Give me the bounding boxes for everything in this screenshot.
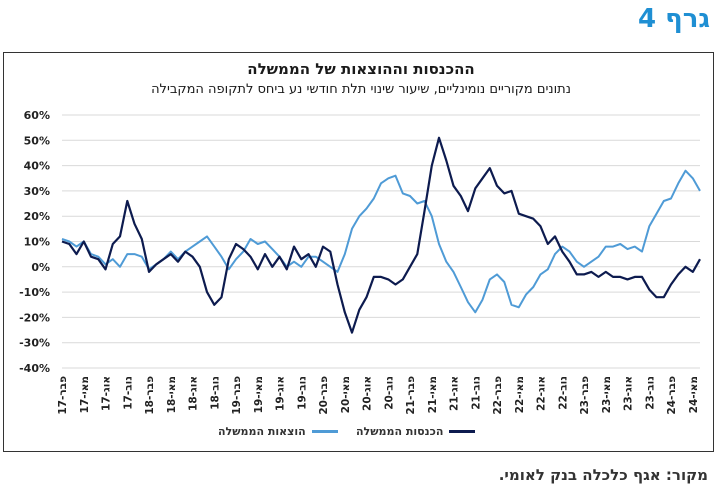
x-tick-label: נוב-21 (470, 376, 482, 410)
y-tick-label: 20% (24, 210, 50, 223)
legend-item-expenses: הוצאות הממשלה (218, 425, 338, 438)
legend-label-expenses: הוצאות הממשלה (218, 425, 306, 438)
x-tick-label: פבר-24 (666, 376, 678, 415)
series-line-revenue (61, 136, 701, 334)
x-tick-label: מאי-18 (166, 376, 178, 413)
x-tick-label: נוב-19 (296, 376, 308, 410)
x-tick-label: מאי-21 (427, 376, 439, 413)
x-tick-label: אוג-20 (362, 376, 374, 411)
x-tick-label: מאי-20 (340, 376, 352, 413)
x-tick-label: מאי-22 (514, 376, 526, 413)
legend-label-revenue: הכנסות הממשלה (356, 425, 444, 438)
x-tick-label: פבר-18 (144, 376, 156, 415)
source-note: מקור: אגף כלכלה בנק לאומי. (498, 466, 708, 484)
x-tick-label: אוג-21 (449, 376, 461, 411)
x-tick-label: פבר-20 (318, 376, 330, 415)
x-tick-label: פבר-23 (579, 376, 591, 415)
x-tick-label: אוג-22 (536, 376, 548, 411)
x-tick-label: פבר-22 (492, 376, 504, 415)
x-tick-label: אוג-23 (623, 376, 635, 411)
series-line-expenses (61, 169, 701, 314)
y-tick-label: 40% (24, 160, 50, 173)
x-tick-label: אוג-18 (188, 376, 200, 411)
y-tick-label: 10% (24, 236, 50, 249)
x-tick-label: מאי-19 (253, 376, 265, 413)
chart-frame (3, 52, 714, 452)
x-tick-label: נוב-17 (122, 376, 134, 410)
chart-subtitle: נתונים מקוריים נומינליים, שיעור שינוי תל… (151, 82, 571, 97)
y-tick-label: 30% (24, 185, 50, 198)
x-tick-label: נוב-18 (209, 376, 221, 410)
x-axis-ticks: פבר-17 מאי-17 אוג-17 נוב-17 פבר-18 מאי-18 אוג-… (57, 376, 700, 415)
y-axis-ticks: 60% 50% 40% 30% 20% 10% 0% -10% -20% -30% -40% (19, 109, 50, 375)
series-lines (61, 136, 701, 334)
chart-title: ההכנסות וההוצאות של הממשלה (247, 60, 475, 78)
legend-swatch-revenue (449, 430, 476, 433)
x-tick-label: נוב-20 (383, 376, 395, 410)
x-tick-label: פבר-19 (231, 376, 243, 415)
legend: הכנסות הממשלה הוצאות הממשלה (0, 425, 722, 443)
x-tick-label: נוב-22 (557, 376, 569, 410)
y-tick-label: 50% (24, 134, 50, 147)
y-tick-label: 0% (31, 261, 50, 274)
gridlines (62, 114, 700, 369)
y-tick-label: 60% (24, 109, 50, 122)
x-tick-label: מאי-17 (79, 376, 91, 413)
x-tick-label: נוב-23 (644, 376, 656, 410)
x-tick-label: אוג-19 (275, 376, 287, 411)
legend-item-revenue: הכנסות הממשלה (356, 425, 476, 438)
legend-swatch-expenses (311, 430, 338, 433)
y-tick-label: -20% (19, 311, 50, 324)
x-tick-label: מאי-23 (601, 376, 613, 413)
y-tick-label: -40% (19, 362, 50, 375)
x-tick-label: אוג-17 (101, 376, 113, 411)
graph-number: גרף 4 (638, 4, 710, 34)
y-tick-label: -10% (19, 286, 50, 299)
x-tick-label: פבר-21 (405, 376, 417, 415)
y-tick-label: -30% (19, 337, 50, 350)
x-tick-label: פבר-17 (57, 376, 69, 415)
x-tick-label: מאי-24 (688, 376, 700, 413)
